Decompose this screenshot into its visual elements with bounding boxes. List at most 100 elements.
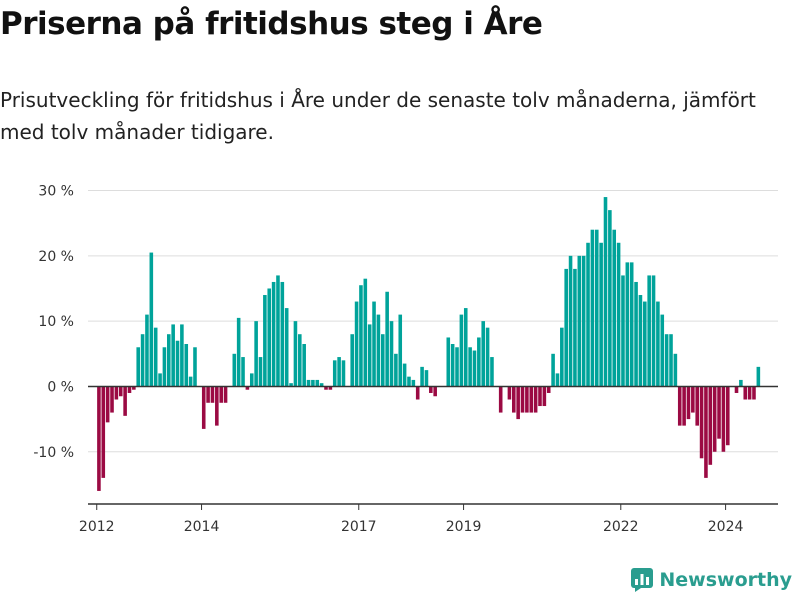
bar	[110, 386, 114, 413]
bar	[629, 262, 634, 387]
bar	[529, 386, 534, 413]
bar	[459, 314, 464, 387]
y-tick-label: 30 %	[38, 184, 74, 200]
bar	[669, 334, 673, 387]
bar	[756, 366, 761, 387]
bar	[415, 386, 420, 400]
x-tick-label: 2012	[79, 519, 115, 535]
bar	[573, 268, 577, 387]
bar	[708, 386, 713, 465]
y-tick-label: 10 %	[38, 314, 74, 330]
bar	[533, 386, 538, 413]
bar	[664, 334, 669, 387]
bar	[350, 334, 354, 387]
bar	[289, 383, 293, 387]
bar	[206, 386, 210, 403]
bar	[577, 255, 582, 387]
bar	[319, 383, 324, 387]
bar	[276, 275, 280, 387]
y-axis-labels: 30 % 20 % 10 % 0 % -10 %	[33, 184, 74, 461]
bar	[193, 347, 197, 387]
grid-lines	[88, 190, 778, 453]
bar	[747, 386, 752, 400]
bar	[385, 291, 389, 387]
bar	[677, 386, 682, 426]
bar	[188, 376, 193, 387]
y-tick-label: -10 %	[33, 445, 74, 461]
bar	[739, 379, 743, 387]
x-axis-labels: 2012 2014 2017 2019 2022 2024	[79, 504, 744, 535]
bar	[586, 242, 590, 387]
x-tick-label: 2024	[708, 519, 744, 535]
bar	[481, 321, 486, 387]
bar	[302, 344, 306, 387]
bar	[118, 386, 123, 397]
bar	[463, 308, 468, 387]
bar	[376, 314, 381, 387]
bar	[603, 197, 608, 387]
bar	[101, 386, 106, 478]
bar	[271, 281, 276, 387]
bar	[490, 357, 494, 387]
last-value-label: 3 %	[754, 170, 781, 174]
bar	[337, 357, 341, 387]
bar	[171, 324, 175, 387]
bar	[560, 327, 564, 387]
bar	[380, 334, 385, 387]
bar	[498, 386, 503, 413]
bar	[298, 334, 302, 387]
bar	[167, 334, 171, 387]
bar	[590, 229, 595, 387]
bar	[245, 386, 250, 390]
bar	[525, 386, 529, 413]
bar	[634, 281, 638, 387]
bar	[363, 278, 368, 387]
bar	[123, 386, 127, 416]
bar	[538, 386, 542, 407]
y-tick-label: 0 %	[47, 379, 74, 395]
bar	[542, 386, 547, 407]
bar	[734, 386, 739, 393]
bar	[477, 337, 481, 387]
x-tick-label: 2017	[341, 519, 377, 535]
bar	[433, 386, 437, 397]
bar	[691, 386, 695, 413]
bar	[712, 386, 717, 452]
bar-chart: 30 % 20 % 10 % 0 % -10 % 2012 2014 2017 2019 202…	[33, 170, 781, 535]
bar	[175, 340, 180, 387]
bar	[158, 373, 162, 387]
bar	[647, 275, 651, 387]
bar	[359, 285, 363, 387]
bar	[367, 324, 372, 387]
bar	[446, 337, 451, 387]
bar	[717, 386, 721, 439]
bar	[180, 324, 184, 387]
bar	[284, 308, 289, 387]
bar	[136, 347, 141, 387]
bar	[520, 386, 525, 413]
bar	[555, 373, 560, 387]
bar	[485, 327, 490, 387]
bar	[695, 386, 699, 426]
bar	[546, 386, 551, 393]
bar	[114, 386, 119, 400]
bar	[332, 360, 337, 387]
bar	[184, 344, 189, 387]
newsworthy-brand: Newsworthy	[631, 568, 792, 592]
bar	[512, 386, 516, 413]
brand-name: Newsworthy	[659, 569, 792, 591]
bars	[97, 197, 761, 491]
bar	[127, 386, 132, 393]
chart-subtitle: Prisutveckling för fritidshus i Åre unde…	[0, 88, 756, 144]
bar	[398, 314, 403, 387]
bar	[455, 347, 459, 387]
bar	[643, 301, 647, 387]
bar	[656, 301, 660, 387]
bar	[162, 347, 167, 387]
bar	[411, 379, 416, 387]
bar	[223, 386, 228, 403]
bar	[660, 314, 665, 387]
bar	[394, 353, 398, 387]
bar	[254, 321, 258, 387]
bar	[132, 386, 136, 390]
